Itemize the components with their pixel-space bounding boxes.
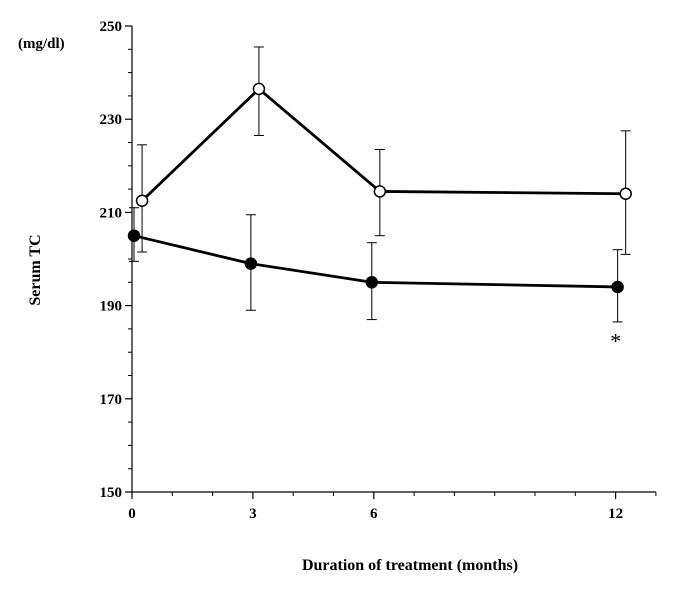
data-point-filled [365,276,379,289]
ticks: 150 170 190 210 230 250 0 3 6 12 [100,19,657,522]
labels: (mg/dl) Serum TC Duration of treatment (… [18,36,518,574]
y-tick-label: 170 [100,392,123,408]
x-tick-label: 6 [370,506,378,522]
data-point-open [373,185,387,198]
y-axis-title: Serum TC [27,234,44,305]
x-axis-title: Duration of treatment (months) [302,557,518,574]
series-line [133,234,618,289]
data-point-filled [244,257,258,270]
series-open-circles [135,46,632,255]
data-point-open [135,194,149,207]
x-tick-label: 3 [249,506,257,522]
data-point-filled [611,280,624,294]
y-unit-label: (mg/dl) [18,36,65,52]
x-tick-label: 12 [608,506,623,522]
data-point-filled [127,229,141,242]
data-point-open [252,82,266,96]
data-point-open [619,187,632,201]
y-tick-label: 150 [100,485,123,501]
axes [131,26,656,493]
y-tick-label: 190 [100,299,123,315]
series-layer: * [127,46,632,354]
series-line [141,87,626,202]
series-filled-circles [127,207,624,323]
x-tick-label: 0 [128,506,136,522]
y-tick-label: 230 [100,112,123,128]
y-tick-label: 250 [100,19,123,35]
significance-marker: * [610,329,621,354]
y-tick-label: 210 [100,205,123,221]
